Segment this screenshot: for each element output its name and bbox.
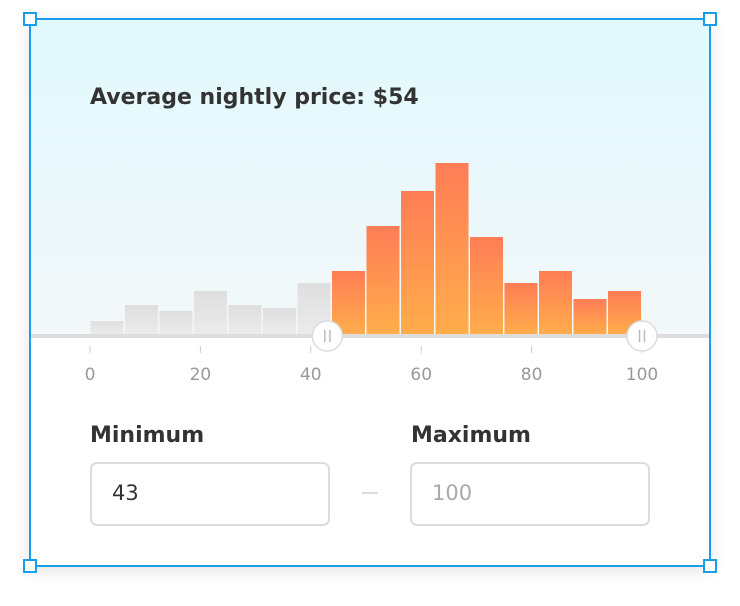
min-label: Minimum [90,423,204,448]
bar [435,163,469,335]
histogram: 0 20 40 60 80 100 [30,163,710,385]
x-tick-label: 40 [300,365,322,385]
bar [125,305,158,335]
max-label: Maximum [411,423,531,448]
bar [159,311,193,335]
min-input[interactable] [90,462,330,526]
bar [366,226,400,335]
selection-handles [23,12,717,573]
min-handle[interactable] [311,320,344,352]
x-tick-label: 0 [85,365,96,385]
selection-border [29,18,711,567]
title: Average nightly price: $54 [90,85,419,110]
bar [470,237,503,335]
max-handle[interactable] [626,320,658,352]
x-tick-label: 80 [521,365,543,385]
x-tick-label: 20 [190,365,212,385]
handle-knob [626,320,658,352]
bar [401,191,434,335]
handle-knob [311,320,344,352]
bar [263,308,296,335]
bar [573,299,607,335]
corner-handle [703,559,717,573]
bar [90,321,124,335]
corner-handle [703,12,717,26]
x-tick-label: 100 [626,365,658,385]
bar [194,291,227,335]
x-tick-label: 60 [410,365,432,385]
max-input[interactable] [410,462,650,526]
bar [539,271,572,335]
min-input-value: 43 [112,481,139,505]
bar [228,305,262,335]
corner-handle [23,12,37,26]
max-input-placeholder: 100 [432,481,472,505]
corner-handle [23,559,37,573]
bar [504,283,538,335]
